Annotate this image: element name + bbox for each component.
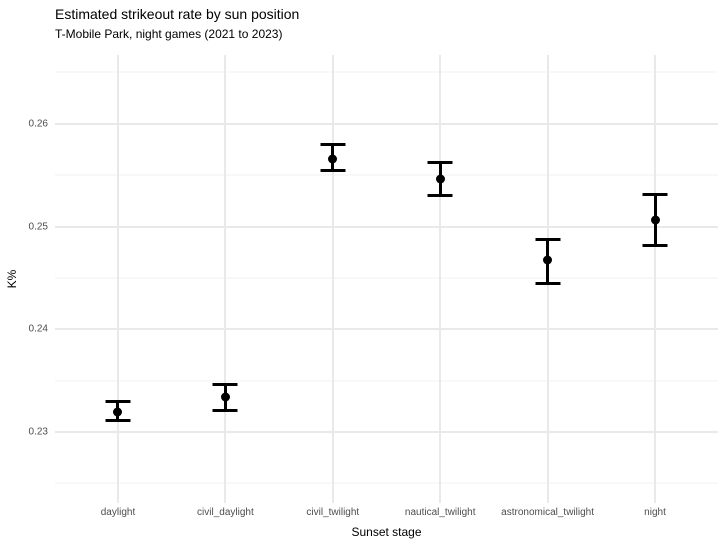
pointrange <box>320 143 346 173</box>
gridline-vertical <box>224 55 227 503</box>
errorbar-cap-bottom <box>212 408 238 412</box>
estimate-dot <box>113 407 123 417</box>
x-axis-tick-labels: daylight civil_daylight civil_twilight naut… <box>55 507 718 521</box>
gridline-minor <box>55 71 718 73</box>
errorbar-cap-bottom <box>535 282 561 286</box>
x-tick-label: civil_twilight <box>306 507 360 518</box>
x-axis-title: Sunset stage <box>351 525 422 539</box>
y-tick-label: 0.26 <box>28 118 48 130</box>
chart-title: Estimated strikeout rate by sun position <box>55 6 300 22</box>
errorbar-cap-bottom <box>320 169 346 173</box>
errorbar-cap-top <box>320 143 346 147</box>
estimate-dot <box>650 215 660 225</box>
y-axis-tick-labels: 0.23 0.24 0.25 0.26 <box>0 55 48 503</box>
estimate-dot <box>328 154 338 164</box>
plot-panel <box>55 55 718 503</box>
estimate-dot <box>543 255 553 265</box>
gridline-vertical <box>439 55 442 503</box>
y-tick-label: 0.25 <box>28 221 48 233</box>
estimate-dot <box>220 392 230 402</box>
errorbar-cap-top <box>642 192 668 196</box>
x-tick-label: daylight <box>100 507 136 518</box>
y-tick-label: 0.24 <box>28 323 48 335</box>
x-tick-label: night <box>644 507 666 518</box>
gridline-minor <box>55 277 718 279</box>
gridline-vertical <box>116 55 119 503</box>
pointrange <box>535 237 561 286</box>
y-tick-label: 0.23 <box>28 426 48 438</box>
errorbar-cap-bottom <box>642 244 668 248</box>
errorbar-cap-bottom <box>427 193 453 197</box>
gridline-major <box>55 225 718 228</box>
errorbar-cap-bottom <box>105 418 131 422</box>
pointrange <box>642 192 668 248</box>
pointrange <box>105 400 131 422</box>
gridline-major <box>55 431 718 434</box>
gridline-vertical <box>331 55 334 503</box>
errorbar-cap-top <box>212 382 238 386</box>
errorbar-cap-top <box>427 160 453 164</box>
gridline-minor <box>55 482 718 484</box>
errorbar-cap-top <box>535 237 561 241</box>
gridline-vertical <box>654 55 656 503</box>
x-tick-label: nautical_twilight <box>404 507 476 518</box>
gridline-major <box>55 122 718 125</box>
gridline-minor <box>55 380 718 382</box>
errorbar-cap-top <box>105 400 131 404</box>
estimate-dot <box>435 174 445 184</box>
pointrange <box>427 160 453 197</box>
x-tick-label: astronomical_twilight <box>501 507 595 518</box>
pointrange <box>212 382 238 412</box>
gridline-minor <box>55 174 718 176</box>
gridline-major <box>55 328 718 331</box>
x-tick-label: civil_daylight <box>197 507 254 518</box>
chart-subtitle: T-Mobile Park, night games (2021 to 2023… <box>55 27 283 41</box>
